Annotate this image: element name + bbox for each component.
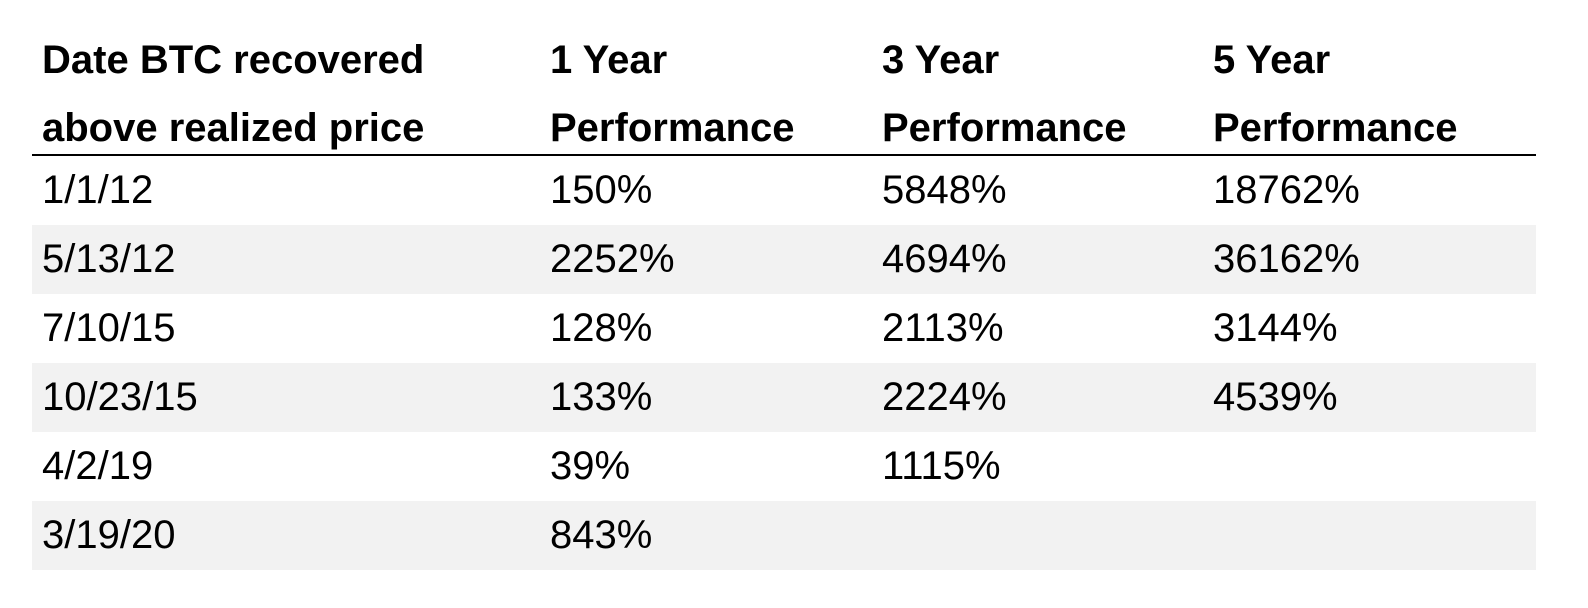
table-cell: 2113% bbox=[882, 306, 1004, 350]
table-row: 4/2/19 39% 1115% bbox=[32, 432, 1536, 501]
table-cell: 7/10/15 bbox=[42, 306, 176, 350]
table-cell: 3/19/20 bbox=[42, 513, 176, 557]
header-cell: 3 Year Performance bbox=[882, 38, 1127, 150]
table-cell: 36162% bbox=[1213, 237, 1360, 281]
header-cell: Date BTC recovered above realized price bbox=[42, 38, 425, 150]
table-row: 1/1/12 150% 5848% 18762% bbox=[32, 156, 1536, 225]
table-cell: 10/23/15 bbox=[42, 375, 198, 419]
header-rule bbox=[32, 154, 1536, 156]
table-cell: 843% bbox=[550, 513, 653, 557]
table-cell: 2224% bbox=[882, 375, 1007, 419]
table-cell: 4694% bbox=[882, 237, 1007, 281]
table-cell: 5848% bbox=[882, 168, 1007, 212]
table-cell: 2252% bbox=[550, 237, 675, 281]
table-cell: 128% bbox=[550, 306, 653, 350]
table-cell: 4/2/19 bbox=[42, 444, 154, 488]
table-row: 7/10/15 128% 2113% 3144% bbox=[32, 294, 1536, 363]
table-cell: 4539% bbox=[1213, 375, 1338, 419]
table-cell: 5/13/12 bbox=[42, 237, 176, 281]
table-cell: 133% bbox=[550, 375, 653, 419]
table-row: 3/19/20 843% bbox=[32, 501, 1536, 570]
header-cell: 1 Year Performance bbox=[550, 38, 795, 150]
table-cell: 1115% bbox=[882, 444, 1001, 488]
table-cell: 150% bbox=[550, 168, 653, 212]
table-row: 10/23/15 133% 2224% 4539% bbox=[32, 363, 1536, 432]
table-cell: 1/1/12 bbox=[42, 168, 154, 212]
table-cell: 3144% bbox=[1213, 306, 1338, 350]
table-row: 5/13/12 2252% 4694% 36162% bbox=[32, 225, 1536, 294]
table-cell: 39% bbox=[550, 444, 631, 488]
table-cell: 18762% bbox=[1213, 168, 1360, 212]
header-cell: 5 Year Performance bbox=[1213, 38, 1458, 150]
